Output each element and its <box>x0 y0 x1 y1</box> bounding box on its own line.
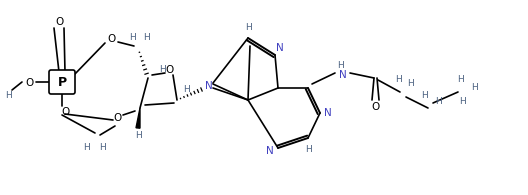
Text: H: H <box>184 85 191 95</box>
Text: N: N <box>266 146 274 156</box>
Text: H: H <box>158 66 165 74</box>
Text: H: H <box>457 74 464 83</box>
Polygon shape <box>136 108 140 128</box>
Text: O: O <box>114 113 122 123</box>
FancyBboxPatch shape <box>49 70 75 94</box>
Text: H: H <box>394 75 401 84</box>
Text: N: N <box>324 108 332 118</box>
Text: H: H <box>337 60 344 69</box>
Text: H: H <box>421 91 427 100</box>
Text: N: N <box>205 81 213 91</box>
Text: H: H <box>5 91 12 100</box>
Text: O: O <box>166 65 174 75</box>
Text: O: O <box>56 17 64 27</box>
Text: O: O <box>25 78 33 88</box>
Text: O: O <box>108 34 116 44</box>
Text: H: H <box>99 144 106 152</box>
Text: H: H <box>82 144 89 152</box>
Text: N: N <box>339 70 347 80</box>
Text: H: H <box>129 33 135 42</box>
Text: H: H <box>305 145 312 154</box>
Text: O: O <box>372 102 380 112</box>
Text: H: H <box>459 98 465 106</box>
Text: H: H <box>135 131 142 141</box>
Text: H: H <box>143 33 149 42</box>
Text: N: N <box>276 43 284 53</box>
Text: P: P <box>58 75 67 89</box>
Text: H: H <box>436 98 442 106</box>
Text: H: H <box>408 79 414 88</box>
Text: H: H <box>244 24 251 33</box>
Text: H: H <box>470 83 477 92</box>
Text: O: O <box>61 107 69 117</box>
